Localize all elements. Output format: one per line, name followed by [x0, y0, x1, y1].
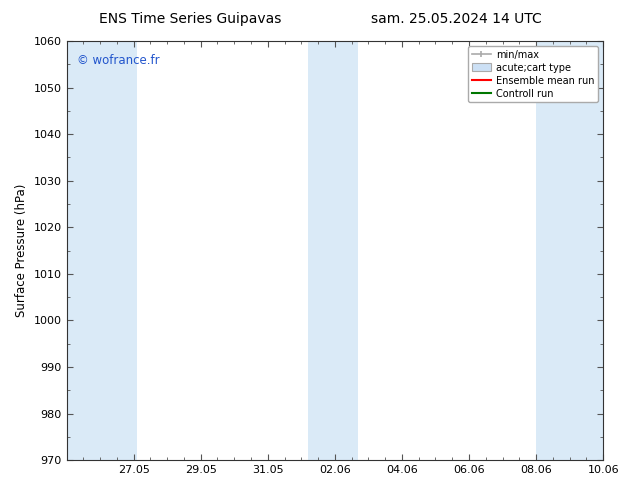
- Text: sam. 25.05.2024 14 UTC: sam. 25.05.2024 14 UTC: [371, 12, 542, 26]
- Y-axis label: Surface Pressure (hPa): Surface Pressure (hPa): [15, 184, 28, 318]
- Bar: [536, 41, 603, 460]
- Legend: min/max, acute;cart type, Ensemble mean run, Controll run: min/max, acute;cart type, Ensemble mean …: [468, 46, 598, 102]
- Bar: [308, 41, 358, 460]
- Text: ENS Time Series Guipavas: ENS Time Series Guipavas: [99, 12, 281, 26]
- Text: © wofrance.fr: © wofrance.fr: [77, 53, 160, 67]
- Bar: [67, 41, 137, 460]
